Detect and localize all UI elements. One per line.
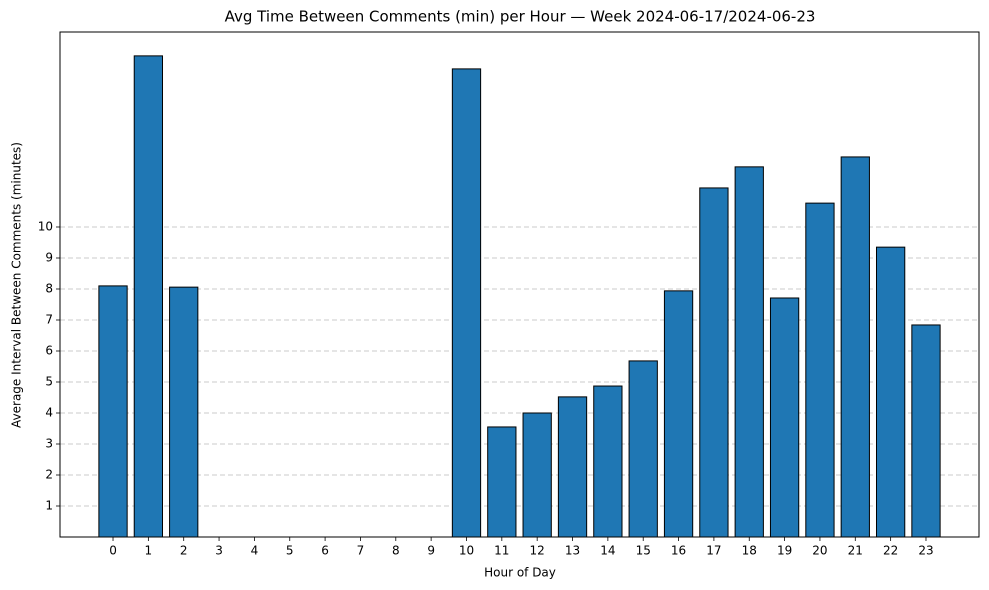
x-tick-label: 16 xyxy=(671,544,686,558)
x-tick-label: 6 xyxy=(321,544,329,558)
y-tick-label: 3 xyxy=(45,436,53,450)
bar xyxy=(840,156,870,538)
bar xyxy=(98,285,128,538)
x-axis-label: Hour of Day xyxy=(484,566,556,580)
x-tick-label: 7 xyxy=(357,544,365,558)
bar xyxy=(805,202,835,538)
x-tick-label: 22 xyxy=(883,544,898,558)
y-tick-label: 7 xyxy=(45,312,53,326)
bar xyxy=(451,68,482,538)
x-tick-label: 8 xyxy=(392,544,400,558)
bar xyxy=(699,187,729,538)
x-tick-label: 19 xyxy=(777,544,792,558)
y-axis-label: Average Interval Between Comments (minut… xyxy=(10,142,24,428)
x-tick-label: 0 xyxy=(109,544,117,558)
plot-frame xyxy=(59,31,980,538)
x-tick-label: 4 xyxy=(251,544,259,558)
x-tick-label: 3 xyxy=(215,544,223,558)
bar xyxy=(487,426,517,538)
x-tick-label: 12 xyxy=(530,544,545,558)
x-tick-label: 20 xyxy=(812,544,827,558)
y-tick-label: 2 xyxy=(45,467,53,481)
bar xyxy=(875,246,906,538)
x-tick-label: 14 xyxy=(600,544,615,558)
x-tick-label: 21 xyxy=(848,544,863,558)
bar xyxy=(522,412,552,538)
bar xyxy=(557,396,588,538)
x-tick-label: 9 xyxy=(427,544,435,558)
x-tick-label: 18 xyxy=(742,544,757,558)
x-tick-label: 17 xyxy=(706,544,721,558)
x-tick-label: 11 xyxy=(494,544,509,558)
bar xyxy=(133,55,164,538)
y-tick-label: 1 xyxy=(45,498,53,512)
y-tick-label: 6 xyxy=(45,343,53,357)
bar xyxy=(734,166,764,538)
y-tick-label: 10 xyxy=(38,219,53,233)
x-tick-label: 5 xyxy=(286,544,294,558)
bar xyxy=(663,290,694,538)
x-tick-label: 10 xyxy=(459,544,474,558)
chart-title: Avg Time Between Comments (min) per Hour… xyxy=(225,8,816,26)
bar xyxy=(593,385,623,538)
y-tick-label: 4 xyxy=(45,405,53,419)
x-tick-label: 13 xyxy=(565,544,580,558)
x-tick-label: 15 xyxy=(636,544,651,558)
bar xyxy=(911,324,941,538)
bar xyxy=(628,360,658,538)
y-tick-label: 9 xyxy=(45,250,53,264)
bar xyxy=(769,297,800,538)
x-tick-label: 1 xyxy=(145,544,153,558)
x-tick-label: 23 xyxy=(918,544,933,558)
x-tick-label: 2 xyxy=(180,544,188,558)
y-tick-label: 5 xyxy=(45,374,53,388)
y-tick-label: 8 xyxy=(45,281,53,295)
bar xyxy=(169,286,199,538)
